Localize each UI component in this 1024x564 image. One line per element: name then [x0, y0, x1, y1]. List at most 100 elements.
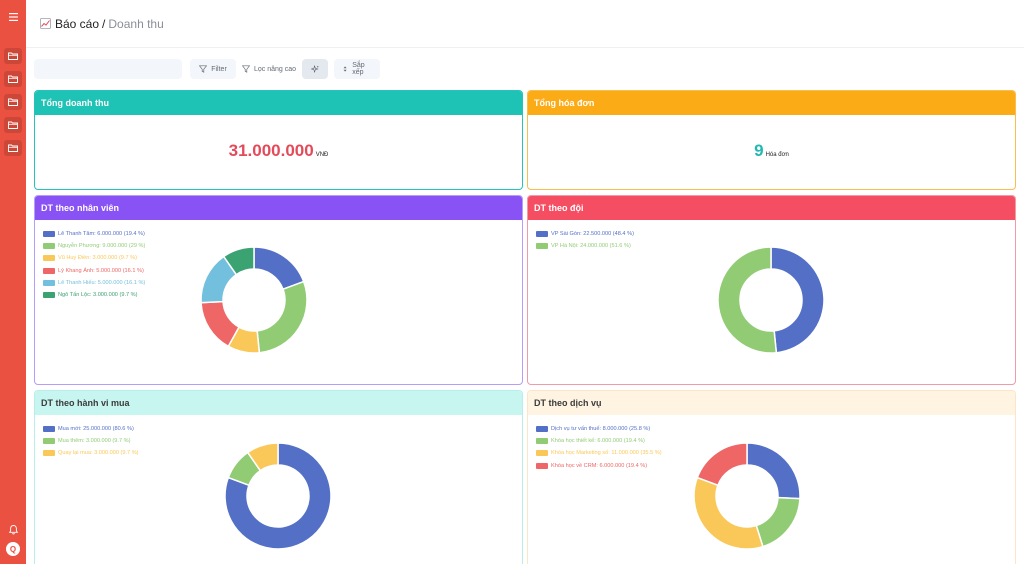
breadcrumb: Báo cáo / Doanh thu	[55, 17, 164, 31]
legend-label: VP Sài Gòn: 22.500.000 (48.4 %)	[551, 231, 634, 238]
sparkle-icon	[310, 64, 319, 73]
legend-item[interactable]: Lê Thanh Tâm: 6.000.000 (19.4 %)	[43, 228, 145, 240]
legend-label: Mua mới: 25.000.000 (80.6 %)	[58, 426, 134, 433]
pie-slice-1[interactable]	[224, 442, 332, 550]
sort-label: Sắp xếp	[352, 62, 365, 76]
legend-item[interactable]: Lê Thanh Hiếu: 5.000.000 (16.1 %)	[43, 277, 145, 289]
pie-slice-2[interactable]	[256, 280, 308, 354]
bell-icon[interactable]	[7, 524, 19, 536]
sort-button[interactable]: Sắp xếp	[334, 59, 381, 79]
pie-slice-2[interactable]	[755, 496, 801, 548]
donut-chart	[224, 442, 332, 550]
legend-label: Dịch vụ tư vấn thuế: 8.000.000 (25.8 %)	[551, 426, 651, 433]
card-title: DT theo dịch vụ	[528, 391, 1015, 415]
revenue-by-team-card: DT theo đội VP Sài Gòn: 22.500.000 (48.4…	[527, 195, 1016, 385]
pie-slice-1[interactable]	[770, 246, 825, 354]
legend-swatch	[43, 279, 55, 286]
total-invoices-unit: Hóa đơn	[765, 152, 789, 158]
card-title: DT theo nhân viên	[35, 196, 522, 220]
legend-label: Lý Khang Ánh: 5.000.000 (16.1 %)	[58, 267, 144, 274]
legend-swatch	[536, 243, 548, 250]
legend-item[interactable]: Lý Khang Ánh: 5.000.000 (16.1 %)	[43, 265, 145, 277]
pie-slice-4[interactable]	[696, 442, 748, 487]
total-revenue-value: 31.000.000	[228, 141, 314, 160]
legend-swatch	[536, 231, 548, 238]
card-title: Tổng hóa đơn	[528, 91, 1015, 115]
legend-label: Khóa học Marketing số: 11.000.000 (35.5 …	[551, 450, 662, 457]
legend-item[interactable]: VP Sài Gòn: 22.500.000 (48.4 %)	[536, 228, 634, 240]
legend-label: Lê Thanh Hiếu: 5.000.000 (16.1 %)	[58, 279, 146, 286]
legend-item[interactable]: Khóa học Marketing số: 11.000.000 (35.5 …	[536, 447, 662, 459]
advanced-filter-label: Lọc nâng cao	[254, 65, 297, 73]
card-title: DT theo hành vi mua	[35, 391, 522, 415]
folder-icon	[8, 144, 18, 152]
filter-label: Filter	[211, 65, 227, 73]
legend-label: Nguyễn Phương: 9.000.000 (29 %)	[58, 243, 146, 250]
legend-item[interactable]: Mua thêm: 3.000.000 (9.7 %)	[43, 435, 139, 447]
legend-swatch	[43, 438, 55, 445]
page-header: Báo cáo / Doanh thu	[26, 0, 1024, 48]
legend-swatch	[43, 255, 55, 262]
total-invoices-value: 9	[754, 141, 764, 160]
breadcrumb-root[interactable]: Báo cáo	[55, 16, 100, 31]
legend-label: VP Hà Nội: 24.000.000 (51.6 %)	[551, 243, 631, 250]
legend-item[interactable]: Ngô Tấn Lộc: 3.000.000 (9.7 %)	[43, 289, 145, 301]
legend-item[interactable]: Quay lại mua: 3.000.000 (9.7 %)	[43, 447, 139, 459]
folder-icon	[8, 121, 18, 129]
toolbar: Filter Lọc nâng cao Sắp xếp	[34, 59, 381, 79]
funnel-icon	[199, 65, 208, 73]
ai-sparkle-button[interactable]	[302, 59, 329, 79]
chart-legend: Dịch vụ tư vấn thuế: 8.000.000 (25.8 %) K…	[536, 423, 662, 472]
user-avatar[interactable]: Q	[6, 542, 20, 556]
legend-swatch	[43, 292, 55, 299]
legend-label: Quay lại mua: 3.000.000 (9.7 %)	[58, 450, 139, 457]
sidebar-folder-3[interactable]	[4, 94, 22, 110]
legend-item[interactable]: Nguyễn Phương: 9.000.000 (29 %)	[43, 240, 145, 252]
pie-slice-2[interactable]	[717, 246, 778, 354]
sidebar-folder-4[interactable]	[4, 117, 22, 133]
funnel-icon	[242, 65, 250, 73]
sidebar: Q	[0, 0, 26, 564]
legend-swatch	[536, 426, 548, 433]
legend-item[interactable]: VP Hà Nội: 24.000.000 (51.6 %)	[536, 240, 634, 252]
sidebar-folder-1[interactable]	[4, 48, 22, 64]
pie-slice-1[interactable]	[746, 442, 801, 500]
donut-chart	[200, 246, 308, 354]
revenue-by-service-card: DT theo dịch vụ Dịch vụ tư vấn thuế: 8.0…	[527, 390, 1016, 564]
chart-legend: VP Sài Gòn: 22.500.000 (48.4 %) VP Hà Nội…	[536, 228, 634, 252]
legend-item[interactable]: Khóa học về CRM: 6.000.000 (19.4 %)	[536, 460, 662, 472]
search-input[interactable]	[34, 59, 182, 79]
legend-item[interactable]: Vũ Huy Điền: 3.000.000 (9.7 %)	[43, 252, 145, 264]
sort-icon	[343, 66, 347, 72]
card-title: DT theo đội	[528, 196, 1015, 220]
pie-slice-3[interactable]	[246, 442, 279, 472]
breadcrumb-separator: /	[102, 16, 106, 31]
hamburger-menu-icon[interactable]	[6, 10, 20, 24]
sidebar-folder-2[interactable]	[4, 71, 22, 87]
legend-swatch	[43, 450, 55, 457]
card-title: Tổng doanh thu	[35, 91, 522, 115]
legend-swatch	[43, 426, 55, 433]
legend-item[interactable]: Dịch vụ tư vấn thuế: 8.000.000 (25.8 %)	[536, 423, 662, 435]
sidebar-folder-5[interactable]	[4, 140, 22, 156]
advanced-filter-button[interactable]: Lọc nâng cao	[236, 59, 302, 79]
folder-icon	[8, 98, 18, 106]
revenue-by-behavior-card: DT theo hành vi mua Mua mới: 25.000.000 …	[34, 390, 523, 564]
legend-label: Ngô Tấn Lộc: 3.000.000 (9.7 %)	[58, 292, 138, 299]
folder-icon	[8, 52, 18, 60]
filter-button[interactable]: Filter	[190, 59, 236, 79]
legend-swatch	[536, 450, 548, 457]
pie-slice-3[interactable]	[693, 476, 764, 550]
pie-slice-1[interactable]	[253, 246, 305, 291]
legend-swatch	[536, 438, 548, 445]
pie-slice-6[interactable]	[222, 246, 255, 276]
total-invoices-card: Tổng hóa đơn 9 Hóa đơn	[527, 90, 1016, 190]
chart-legend: Lê Thanh Tâm: 6.000.000 (19.4 %) Nguyễn P…	[43, 228, 145, 301]
legend-item[interactable]: Khóa học thiết kế: 6.000.000 (19.4 %)	[536, 435, 662, 447]
chart-legend: Mua mới: 25.000.000 (80.6 %) Mua thêm: 3.…	[43, 423, 139, 460]
legend-item[interactable]: Mua mới: 25.000.000 (80.6 %)	[43, 423, 139, 435]
legend-swatch	[43, 243, 55, 250]
total-revenue-card: Tổng doanh thu 31.000.000 VNĐ	[34, 90, 523, 190]
legend-label: Khóa học về CRM: 6.000.000 (19.4 %)	[551, 462, 648, 469]
sidebar-nav	[4, 48, 22, 156]
